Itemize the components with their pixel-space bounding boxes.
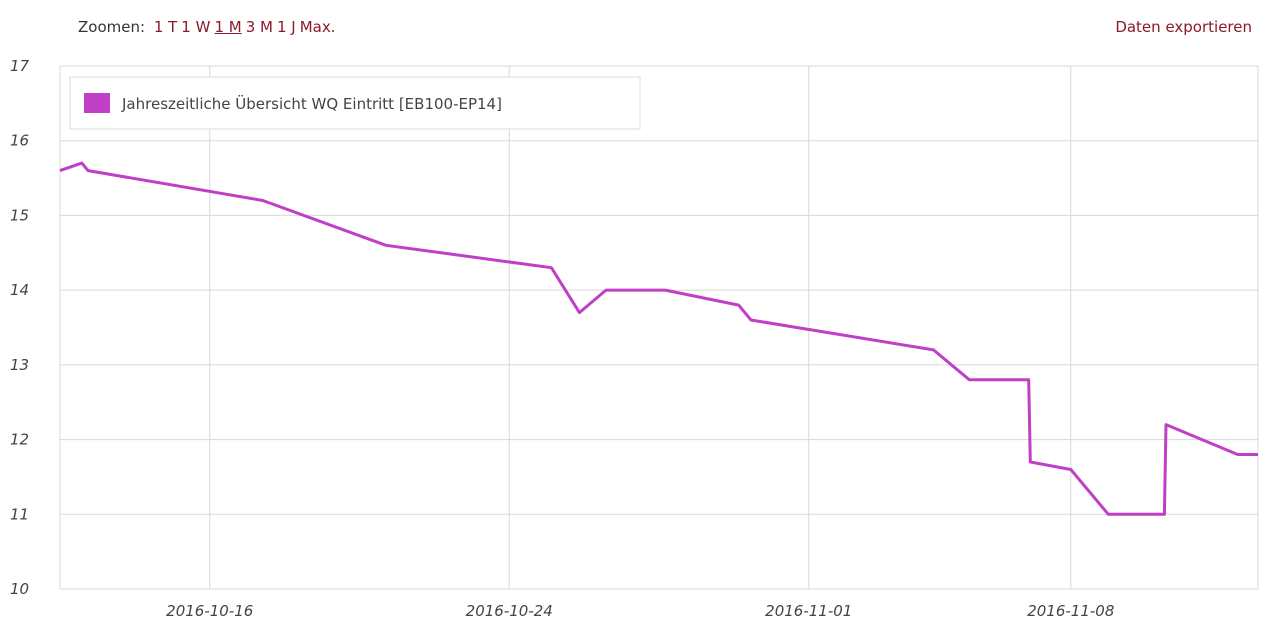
legend-box xyxy=(69,76,641,130)
legend[interactable]: Jahreszeitliche Übersicht WQ Eintritt [E… xyxy=(69,76,641,130)
x-tick-label: 2016-10-16 xyxy=(166,602,253,620)
series-layer xyxy=(59,161,1259,516)
y-tick-label: 14 xyxy=(10,281,29,299)
zoom-option[interactable]: 3 M xyxy=(245,18,273,36)
grid xyxy=(59,65,1259,590)
y-tick-label: 17 xyxy=(10,57,30,75)
y-tick-label: 15 xyxy=(10,206,29,224)
axis-labels: 10 11 12 13 14 15 16 17 2016-10-16 2016-10-24 2016… xyxy=(10,57,1114,620)
zoom-label: Zoomen: xyxy=(78,18,146,36)
zoom-option[interactable]: 1 M xyxy=(214,18,242,36)
export-data-link[interactable]: Daten exportieren xyxy=(1115,18,1252,36)
x-tick-label: 2016-11-08 xyxy=(1027,602,1114,620)
legend-swatch xyxy=(84,93,110,113)
plot-frame xyxy=(59,65,1259,590)
zoom-option[interactable]: 1 W xyxy=(181,18,211,36)
legend-label: Jahreszeitliche Übersicht WQ Eintritt [E… xyxy=(121,94,502,113)
y-tick-label: 13 xyxy=(10,356,29,374)
zoom-option[interactable]: Max. xyxy=(299,18,336,36)
zoom-option[interactable]: 1 T xyxy=(153,18,178,36)
x-tick-label: 2016-10-24 xyxy=(466,602,553,620)
zoom-option[interactable]: 1 J xyxy=(276,18,296,36)
y-tick-label: 11 xyxy=(10,505,29,523)
y-tick-label: 16 xyxy=(10,132,29,150)
y-tick-label: 10 xyxy=(10,580,29,598)
x-tick-label: 2016-11-01 xyxy=(765,602,852,620)
y-tick-label: 12 xyxy=(10,431,29,449)
